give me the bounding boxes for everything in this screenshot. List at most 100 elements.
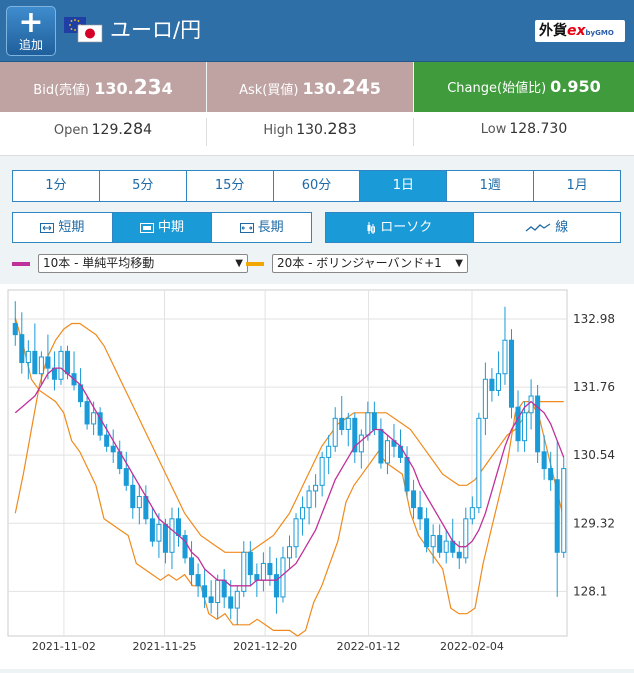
candle-body: [495, 373, 501, 391]
candle-body: [110, 445, 116, 453]
range-short-button[interactable]: 短期: [13, 213, 113, 242]
candle-body: [339, 417, 345, 431]
ma-select[interactable]: 10本 - 単純平均移動 ▼: [38, 254, 248, 273]
candle-body: [326, 445, 332, 458]
candle-body: [515, 406, 521, 442]
range-mid-button[interactable]: 中期: [112, 213, 213, 242]
low-cell: Low 128.730: [414, 112, 634, 156]
candle-body: [156, 523, 162, 542]
chevron-down-icon: ▼: [235, 258, 243, 269]
logo-sub: byGMO: [585, 29, 614, 37]
range-long-label: 長期: [257, 220, 284, 235]
candlestick-icon: [367, 221, 376, 234]
candle-body: [437, 535, 443, 553]
candlestick-button[interactable]: ローソク: [326, 213, 474, 242]
open-value: 129.284: [91, 119, 153, 138]
candle-body: [260, 562, 266, 581]
change-cell: Change(始値比) 0.950: [414, 62, 634, 112]
candle-body: [476, 417, 482, 509]
candle-body: [215, 579, 221, 604]
candle-body: [273, 574, 279, 598]
candle-body: [528, 395, 534, 414]
y-tick-label: 130.54: [573, 448, 615, 462]
x-tick-label: 2022-02-04: [440, 640, 504, 653]
ask-cell: Ask(買値) 130.245: [207, 62, 413, 112]
divider: [206, 118, 207, 146]
candle-body: [313, 484, 319, 492]
candle-body: [456, 551, 462, 559]
y-tick-label: 131.76: [573, 380, 615, 394]
candle-body: [293, 518, 299, 548]
candle-body: [280, 557, 286, 598]
candle-body: [32, 350, 38, 375]
candle-body: [234, 590, 240, 609]
high-cell: High 130.283: [207, 112, 413, 156]
x-tick-label: 2022-01-12: [337, 640, 401, 653]
bollinger-bands: [14, 317, 565, 637]
candle-body: [384, 440, 390, 464]
range-short-label: 短期: [58, 220, 85, 235]
candle-body: [443, 540, 449, 553]
tab-60min[interactable]: 60分: [274, 171, 361, 201]
chart-area[interactable]: 132.98 131.76 130.54 129.32 128.1 2021-11-02…: [0, 284, 634, 669]
quote-row: Bid(売値) 130.234 Ask(買値) 130.245 Change(始値比…: [0, 62, 634, 112]
candle-body: [104, 434, 110, 447]
tab-1day[interactable]: 1日: [360, 171, 448, 201]
chevron-down-icon: ▼: [455, 258, 463, 269]
candle-body: [482, 378, 488, 419]
candle-body: [254, 574, 260, 581]
range-long-icon: [239, 222, 254, 233]
bb-indicator: 20本 - ボリンジャーバンド+1 ▼: [246, 254, 476, 273]
candlestick-chart[interactable]: 132.98 131.76 130.54 129.32 128.1 2021-11-02…: [0, 284, 634, 669]
range-short-icon: [40, 222, 55, 233]
bb-select[interactable]: 20本 - ボリンジャーバンド+1 ▼: [272, 254, 468, 273]
add-button[interactable]: + 追加: [6, 6, 56, 56]
x-axis: 2021-11-02 2021-11-25 2021-12-20 2022-01-12…: [32, 640, 504, 653]
candle-body: [535, 395, 541, 453]
candle-body: [202, 585, 208, 598]
candle-body: [332, 417, 338, 447]
tab-15min[interactable]: 15分: [187, 171, 274, 201]
header-bar: + 追加 ユーロ/円 外貨exbyGMO: [0, 0, 634, 62]
pair-title: ユーロ/円: [110, 18, 202, 42]
candle-body: [64, 350, 71, 375]
x-tick-label: 2021-11-02: [32, 640, 96, 653]
candle-body: [430, 535, 436, 548]
open-cell: Open 129.284: [0, 112, 206, 156]
candles: [12, 301, 567, 625]
candle-body: [38, 356, 44, 375]
candle-body: [554, 479, 560, 553]
chart-type-tabs: ローソク 線: [325, 212, 621, 243]
y-tick-label: 128.1: [573, 584, 607, 598]
y-axis: 132.98 131.76 130.54 129.32 128.1: [573, 312, 615, 598]
candle-body: [241, 551, 247, 592]
candle-body: [149, 518, 155, 542]
line-chart-label: 線: [555, 220, 569, 235]
divider: [413, 118, 414, 146]
tab-5min[interactable]: 5分: [100, 171, 187, 201]
line-chart-button[interactable]: 線: [474, 213, 621, 242]
ma-swatch: [12, 262, 30, 266]
candle-body: [208, 596, 214, 604]
candle-body: [91, 412, 97, 425]
candle-body: [97, 412, 103, 436]
candle-body: [175, 518, 182, 537]
tab-1month[interactable]: 1月: [566, 178, 588, 193]
candle-body: [345, 417, 351, 431]
y-tick-label: 132.98: [573, 312, 615, 326]
logo-main: 外貨: [539, 23, 567, 39]
candle-body: [123, 468, 129, 486]
bid-label: Bid(売値): [33, 83, 91, 98]
moving-average: [14, 367, 565, 587]
candle-body: [522, 412, 528, 442]
low-label: Low: [480, 122, 507, 137]
candle-body: [228, 596, 234, 609]
y-tick-label: 129.32: [573, 516, 615, 530]
range-mid-icon: [140, 222, 154, 233]
candle-body: [404, 456, 410, 492]
tab-1min[interactable]: 1分: [13, 171, 100, 201]
candle-body: [463, 518, 469, 559]
range-long-button[interactable]: 長期: [212, 213, 311, 242]
tab-1week[interactable]: 1週: [447, 171, 535, 201]
